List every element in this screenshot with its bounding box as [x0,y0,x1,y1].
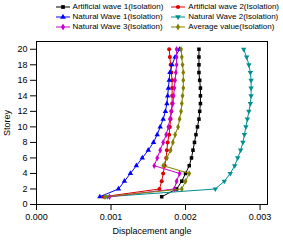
svg-text:Storey: Storey [2,109,12,136]
svg-text:0.001: 0.001 [100,212,123,222]
html-text:Natural Wave 2(Isolation): Natural Wave 2(Isolation) [188,12,279,21]
html-text:Natural Wave 1(Isolation): Natural Wave 1(Isolation) [72,12,163,21]
svg-text:0: 0 [22,199,27,209]
svg-text:14: 14 [17,91,27,101]
svg-text:4: 4 [22,168,27,178]
html-text:Artificial wave 1(Isolation): Artificial wave 1(Isolation) [72,2,164,11]
svg-text:6: 6 [22,153,27,163]
svg-text:20: 20 [17,44,27,54]
svg-text:0.002: 0.002 [174,212,197,222]
html-text:Artificial wave 2(Isolation): Artificial wave 2(Isolation) [188,2,279,11]
svg-text:16: 16 [17,75,27,85]
svg-text:8: 8 [22,137,27,147]
svg-text:10: 10 [17,122,27,132]
svg-text:0.003: 0.003 [249,212,272,222]
svg-text:2: 2 [22,184,27,194]
html-text:Average value(Isolation): Average value(Isolation) [188,22,275,31]
svg-text:0.000: 0.000 [25,212,48,222]
svg-text:18: 18 [17,60,27,70]
svg-text:12: 12 [17,106,27,116]
html-text:Natural Wave 3(Isolation): Natural Wave 3(Isolation) [72,22,163,31]
svg-text:Displacement angle: Displacement angle [112,226,191,236]
